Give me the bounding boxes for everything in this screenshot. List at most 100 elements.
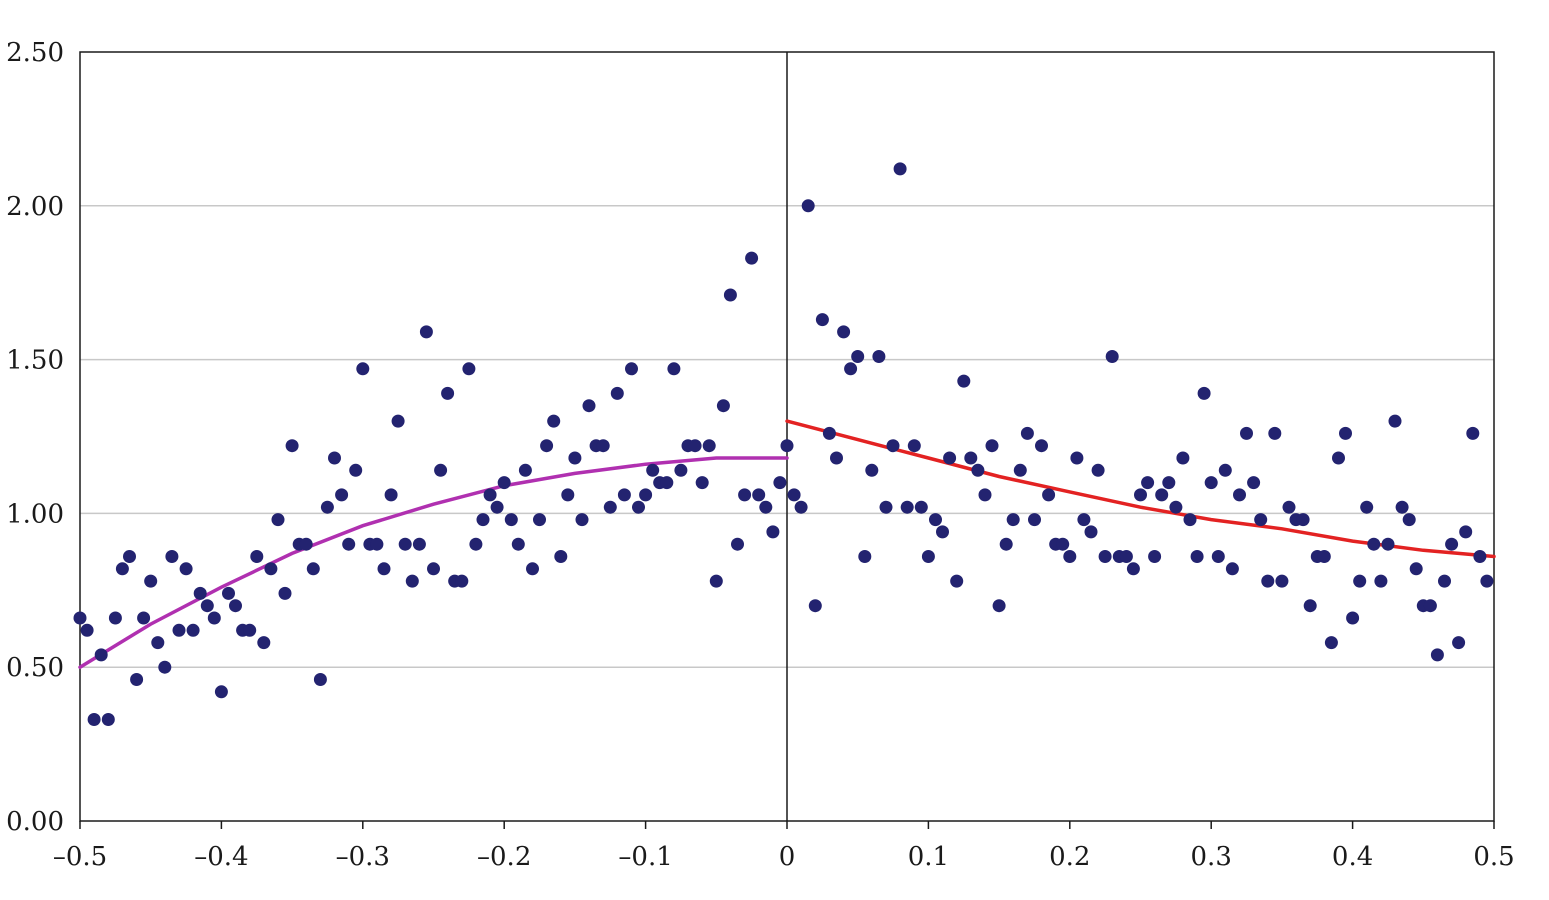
data-point — [200, 599, 214, 613]
data-point — [264, 562, 278, 576]
data-point — [561, 488, 575, 502]
tick-labels: –0.5 –0.4 –0.3 –0.2 –0.1 0 0.1 0.2 0.3 0.4 0.5 0.00… — [6, 38, 1515, 872]
data-point — [356, 362, 370, 376]
data-point — [1134, 488, 1147, 502]
data-point — [497, 476, 511, 490]
data-point — [526, 562, 539, 576]
data-point — [872, 350, 886, 363]
data-point — [342, 537, 356, 551]
data-point — [1303, 599, 1317, 613]
data-point — [865, 463, 879, 477]
data-point — [349, 463, 363, 477]
data-point — [384, 488, 398, 502]
x-tick-label: 0.4 — [1332, 842, 1373, 872]
data-point — [759, 500, 773, 514]
data-point — [667, 362, 681, 376]
data-point — [469, 537, 483, 551]
data-point — [179, 562, 193, 576]
y-tick-label: 2.00 — [6, 192, 64, 222]
data-point — [1204, 476, 1218, 490]
data-point — [950, 574, 964, 588]
data-point — [617, 488, 631, 502]
data-point — [773, 476, 787, 490]
data-point — [285, 439, 299, 453]
data-point — [716, 399, 730, 413]
data-point — [999, 537, 1013, 551]
data-point — [886, 439, 900, 453]
data-point — [582, 399, 596, 413]
data-point — [391, 414, 405, 428]
data-point — [137, 611, 151, 625]
data-point — [158, 660, 172, 674]
data-point — [1141, 476, 1155, 490]
data-point — [1282, 500, 1296, 514]
data-point — [610, 386, 624, 400]
data-point — [214, 685, 228, 699]
data-point — [1162, 476, 1176, 490]
data-point — [1409, 562, 1423, 576]
data-point — [80, 623, 94, 637]
data-point — [1381, 537, 1395, 551]
data-point — [455, 574, 469, 588]
data-point — [1332, 451, 1345, 465]
data-point — [1006, 513, 1020, 527]
data-point — [603, 500, 617, 514]
x-tick-label: –0.5 — [53, 842, 107, 872]
data-point — [1084, 525, 1098, 539]
data-point — [412, 537, 426, 551]
data-point — [299, 537, 313, 551]
data-point — [151, 636, 165, 650]
data-point — [914, 500, 928, 514]
data-point — [985, 439, 999, 453]
x-tick-label: 0.5 — [1473, 842, 1514, 872]
data-point — [1438, 574, 1451, 588]
data-point — [752, 488, 766, 502]
data-point — [172, 623, 186, 637]
x-tick-label: –0.1 — [618, 842, 672, 872]
data-point — [73, 611, 87, 625]
data-point — [165, 550, 179, 563]
data-point — [822, 426, 836, 440]
x-tick-label: –0.4 — [194, 842, 248, 872]
data-point — [335, 488, 349, 502]
data-point — [130, 673, 144, 686]
data-point — [695, 476, 709, 490]
data-point — [1091, 463, 1105, 477]
data-point — [625, 362, 638, 376]
data-point — [1388, 414, 1402, 428]
data-point — [462, 362, 476, 376]
x-tick-label: 0 — [779, 842, 796, 872]
data-point — [1374, 574, 1388, 588]
data-point — [1098, 550, 1112, 563]
data-point — [1197, 386, 1211, 400]
data-point — [186, 623, 200, 637]
data-point — [907, 439, 921, 453]
data-point — [554, 550, 568, 563]
data-point — [794, 500, 808, 514]
x-tick-label: 0.2 — [1049, 842, 1090, 872]
data-point — [575, 513, 589, 527]
data-point — [377, 562, 391, 576]
x-tick-label: –0.2 — [477, 842, 531, 872]
data-point — [1233, 488, 1246, 502]
data-point — [808, 599, 822, 613]
data-point — [1466, 426, 1480, 440]
data-point — [858, 550, 872, 563]
data-point — [87, 713, 101, 726]
data-point — [540, 439, 554, 453]
data-point — [1296, 513, 1310, 527]
data-point — [250, 550, 264, 563]
data-point — [243, 623, 257, 637]
data-point — [639, 488, 653, 502]
data-point — [504, 513, 518, 527]
data-point — [108, 611, 122, 625]
data-point — [419, 325, 433, 339]
data-point — [1275, 574, 1289, 588]
data-point — [193, 586, 207, 600]
axes — [79, 51, 1495, 829]
data-point — [1254, 513, 1268, 527]
data-point — [1430, 648, 1444, 662]
data-point — [1218, 463, 1232, 477]
data-point — [688, 439, 702, 453]
